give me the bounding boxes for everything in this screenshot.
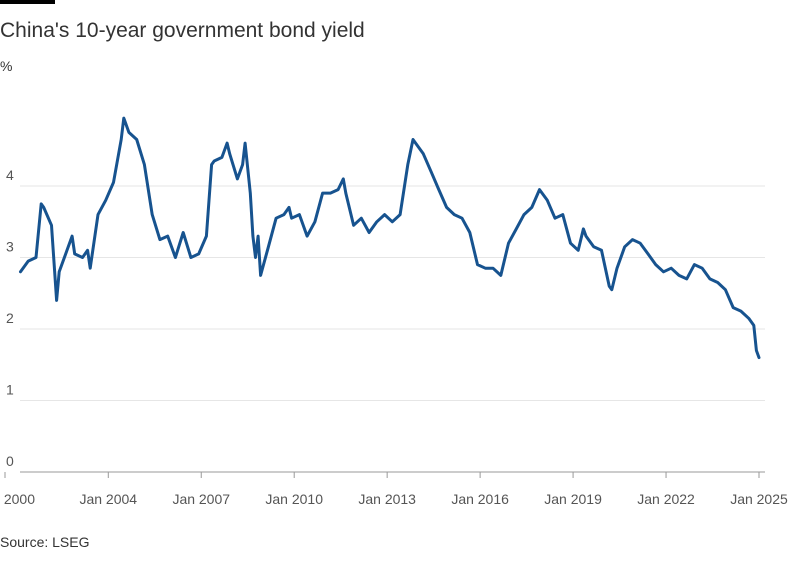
x-tick-label: Jan 2025: [730, 491, 788, 507]
y-tick-label: 0: [6, 453, 14, 469]
chart-title: China's 10-year government bond yield: [0, 19, 365, 42]
x-tick-label: Sep 2000: [0, 491, 35, 507]
x-tick-label: Jan 2022: [637, 491, 695, 507]
x-tick-label: Jan 2004: [79, 491, 137, 507]
x-tick-label: Jan 2016: [451, 491, 509, 507]
y-tick-label: 3: [6, 239, 14, 255]
y-tick-label: 2: [6, 310, 14, 326]
x-tick-label: Jan 2013: [358, 491, 416, 507]
source: Source: LSEG: [0, 534, 90, 550]
header-bar: [0, 0, 55, 4]
x-tick-label: Jan 2019: [544, 491, 602, 507]
y-tick-label: 1: [6, 382, 14, 398]
y-tick-label: 4: [6, 167, 14, 183]
x-tick-label: Jan 2007: [172, 491, 230, 507]
x-tick-label: Jan 2010: [265, 491, 323, 507]
series-line: [19, 116, 761, 360]
y-axis-label: %: [0, 58, 12, 74]
